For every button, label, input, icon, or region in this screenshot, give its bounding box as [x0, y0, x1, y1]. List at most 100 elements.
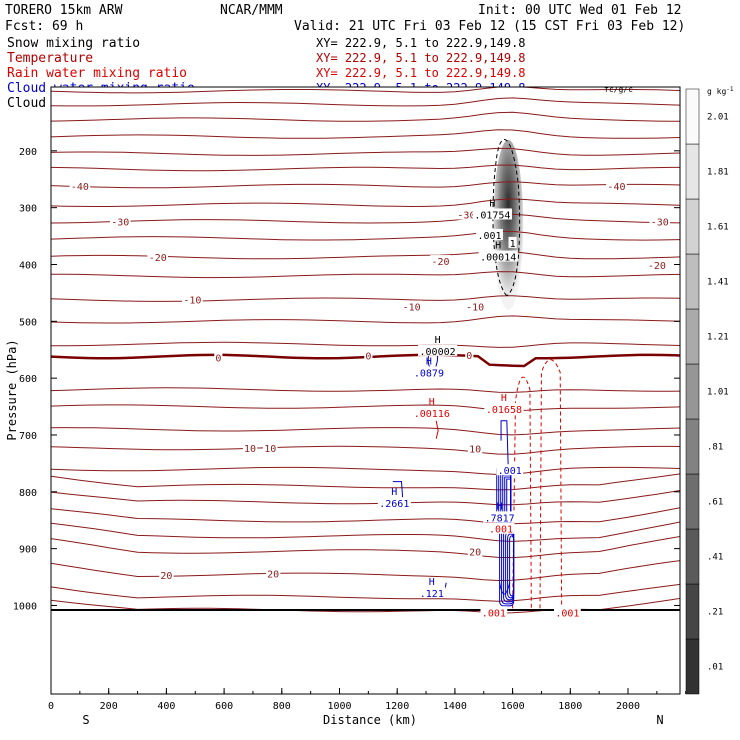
- rain-contour-inner: [512, 376, 532, 609]
- cloud-water-contour-left: [392, 481, 404, 504]
- valid-time: Valid: 21 UTC Fri 03 Feb 12 (15 CST Fri …: [294, 19, 685, 34]
- isotherm-line: [51, 271, 680, 279]
- isotherm-label-bg: [467, 442, 483, 454]
- isotherm-label-bg: [649, 215, 671, 227]
- max-value-label-bg: [377, 497, 411, 509]
- x-tick-label: 400: [157, 701, 175, 712]
- isotherm-line: [51, 111, 680, 122]
- isotherm-label: 0: [466, 351, 472, 362]
- colorbar-label: 1.61: [707, 223, 729, 233]
- cloud-ice-contours: [492, 139, 521, 297]
- isotherm-label: -40: [607, 182, 625, 193]
- y-tick-label: 300: [19, 204, 37, 215]
- isotherm-label: -30: [457, 210, 475, 221]
- x-tick-label: 1400: [443, 701, 467, 712]
- max-value-label-bg: [412, 366, 446, 378]
- isotherm-line: [51, 473, 680, 491]
- isotherm-label-bg: [646, 259, 668, 271]
- rain-contour-small: [435, 420, 439, 439]
- contour-value-label: .001: [477, 231, 501, 242]
- isotherm-line: [51, 507, 680, 525]
- max-marker-h: H: [495, 241, 501, 252]
- model-title: TORERO 15km ARW: [5, 3, 123, 18]
- temperature-contours: [51, 87, 680, 614]
- colorbar-label: 1.01: [707, 388, 729, 398]
- isotherm-line: [51, 295, 680, 302]
- colorbar-segment: [685, 638, 700, 695]
- isotherm-label-bg: [465, 348, 474, 360]
- isotherm-line: [51, 489, 680, 506]
- isotherm-label-bg: [265, 567, 281, 579]
- colorbar-segment: [685, 583, 700, 640]
- isotherm-label-bg: [263, 442, 278, 454]
- max-value-label: .01754: [474, 210, 510, 221]
- contour-value-label: .001: [555, 608, 579, 619]
- y-tick-label: 400: [19, 260, 37, 271]
- x-tick-label: 1800: [558, 701, 582, 712]
- isotherm-line: [51, 341, 680, 348]
- cloud-water-contour-top: [500, 420, 509, 470]
- contour-value-label-bg: [487, 522, 515, 534]
- cloud-water-contour-base: [499, 582, 511, 595]
- contour-value-label-bg: [554, 606, 581, 618]
- colorbar-segment: [685, 363, 700, 420]
- contour-value-label: .001: [482, 608, 506, 619]
- colorbar-segment: [685, 528, 700, 585]
- isotherm-line: [51, 521, 680, 542]
- x-tick-label: 800: [273, 701, 291, 712]
- colorbar-label: 1.41: [707, 278, 729, 288]
- max-value-label: .00014: [480, 253, 516, 264]
- x-tick-label: 1200: [385, 701, 409, 712]
- contour-labels: -40 -40 -30 -30 -30 -20 -20 -20 -10 -10 -10 0 0 0 10 10…: [69, 87, 671, 619]
- colorbar-label: .61: [707, 498, 723, 508]
- x-tick-label: 600: [215, 701, 233, 712]
- max-marker-h: H: [429, 397, 435, 408]
- isotherm-line: [51, 87, 680, 94]
- colorbar-label: 1.81: [707, 168, 729, 178]
- y-tick-label: 1000: [13, 601, 37, 612]
- rain-water-contours: [435, 359, 563, 609]
- isotherm-label: -10: [403, 303, 421, 314]
- isotherm-line: [51, 181, 680, 189]
- isotherm-label: 0: [215, 354, 221, 365]
- south-end-label: S: [82, 713, 89, 727]
- isotherm-label: -20: [431, 257, 449, 268]
- contour-value-label-bg: [476, 228, 503, 240]
- isotherm-line: [51, 97, 680, 107]
- isotherm-label: -30: [651, 217, 669, 228]
- max-value-label-bg: [483, 511, 517, 523]
- y-tick-label: 800: [19, 488, 37, 499]
- colorbar-label: .21: [707, 608, 723, 618]
- y-axis-title: Pressure (hPa): [5, 339, 19, 440]
- isotherm-line: [51, 315, 680, 324]
- colorbar-segment: [685, 473, 700, 530]
- isotherm-label-bg: [456, 208, 477, 220]
- y-tick-label: 900: [19, 545, 37, 556]
- isotherm-label: 10: [244, 444, 256, 455]
- isotherm-label-bg: [109, 215, 131, 227]
- colorbar-segment: [685, 253, 700, 310]
- max-value-label: .7817: [485, 513, 515, 524]
- isotherm-line: [51, 445, 680, 455]
- max-value-label-bg: [418, 586, 446, 598]
- isotherm-line: [51, 404, 680, 412]
- max-value-label: .0879: [414, 368, 444, 379]
- isotherm-label: 20: [267, 570, 279, 581]
- legend-entry-xy: XY= 222.9, 5.1 to 222.9,149.8: [316, 36, 526, 50]
- plot-frame: [50, 86, 681, 695]
- max-value-label: .01658: [486, 405, 522, 416]
- isotherm-label: 0: [365, 351, 371, 362]
- colorbar-segment: [685, 308, 700, 365]
- x-tick-label: 2000: [616, 701, 640, 712]
- cloud-water-contour-lower: [509, 535, 515, 597]
- max-marker-h: H: [501, 393, 507, 404]
- max-value-label-bg: [484, 402, 524, 414]
- isotherm-label: 20: [160, 571, 172, 582]
- isotherm-label: 10: [469, 445, 481, 456]
- ice-contour: [492, 139, 521, 297]
- isotherm-line: [51, 164, 680, 172]
- max-marker-h: H: [391, 487, 397, 498]
- colorbar-segment: [685, 198, 700, 255]
- legend-entry-name: Rain water mixing ratio: [7, 66, 187, 81]
